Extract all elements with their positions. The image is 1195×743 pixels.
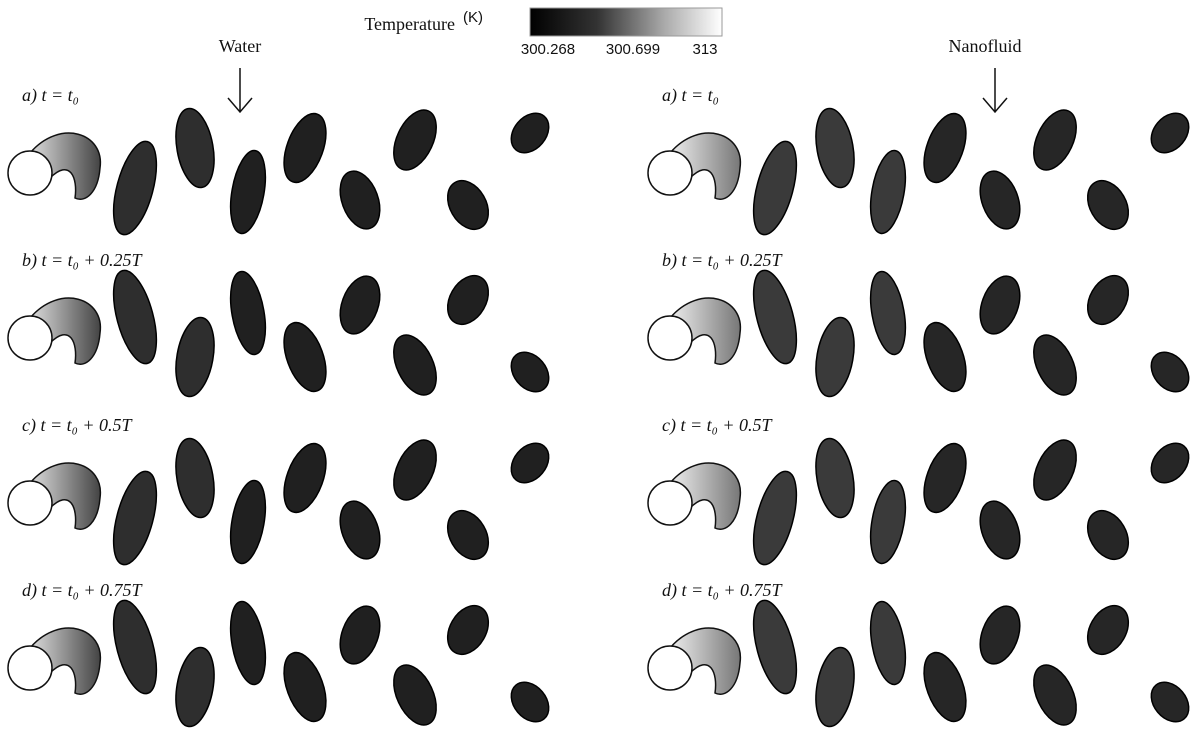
vortex <box>170 314 219 399</box>
vortex <box>439 598 496 661</box>
vortex <box>810 644 859 729</box>
vortex <box>973 166 1027 235</box>
vortex <box>105 467 165 569</box>
vortex <box>810 105 859 190</box>
cylinder-vortex <box>8 316 52 360</box>
cylinder-vortex <box>648 316 692 360</box>
panel-label: d) t = t₀ + 0.75T <box>22 580 144 601</box>
vortex <box>170 435 219 520</box>
vortex <box>1144 106 1195 160</box>
vortex <box>1025 103 1085 176</box>
colorbar-tick: 300.699 <box>606 41 660 58</box>
vortex <box>105 137 165 239</box>
vortex <box>810 314 859 399</box>
vortex <box>225 269 271 357</box>
panel-label: a) t = t₀ <box>662 85 719 106</box>
panel-label: a) t = t₀ <box>22 85 79 106</box>
cylinder-vortex <box>648 646 692 690</box>
vortex <box>973 601 1027 670</box>
vortex <box>916 108 974 188</box>
vortex <box>1079 598 1136 661</box>
vortex <box>333 166 387 235</box>
colorbar-tick: 300.268 <box>521 41 575 58</box>
vortex <box>1079 503 1136 566</box>
vortex <box>1025 658 1085 731</box>
vortex <box>170 644 219 729</box>
vortex <box>916 647 974 727</box>
vortex <box>225 478 271 566</box>
vortex <box>1025 433 1085 506</box>
vortex <box>385 103 445 176</box>
vortex <box>504 675 557 729</box>
vortex <box>1144 436 1195 490</box>
vortex <box>333 601 387 670</box>
vortex <box>276 647 334 727</box>
vortex <box>865 478 911 566</box>
column-label: Nanofluid <box>949 36 1022 56</box>
arrow <box>228 68 252 112</box>
vortex <box>333 496 387 565</box>
vortex <box>745 137 805 239</box>
vortex <box>973 271 1027 340</box>
panel-label: c) t = t₀ + 0.5T <box>662 415 774 436</box>
vortex <box>973 496 1027 565</box>
vortex <box>385 328 445 401</box>
vortex <box>105 596 165 698</box>
arrow <box>983 68 1007 112</box>
vortex <box>504 345 557 399</box>
vortex <box>1144 675 1195 729</box>
column-label: Water <box>219 36 262 56</box>
vortex <box>865 599 911 687</box>
vortex <box>504 106 557 160</box>
vortex <box>504 436 557 490</box>
vortex <box>1144 345 1195 399</box>
vortex <box>170 105 219 190</box>
colorbar-unit: (K) <box>463 9 483 26</box>
vortex <box>385 658 445 731</box>
vortex <box>1079 173 1136 236</box>
vortex <box>439 268 496 331</box>
vortex <box>745 266 805 368</box>
cylinder-vortex <box>8 646 52 690</box>
panel-label: d) t = t₀ + 0.75T <box>662 580 784 601</box>
colorbar-tick: 313 <box>692 41 717 58</box>
vortex <box>225 148 271 236</box>
vortex <box>865 148 911 236</box>
vortex <box>385 433 445 506</box>
vortex <box>1025 328 1085 401</box>
vortex <box>105 266 165 368</box>
panel-label: b) t = t₀ + 0.25T <box>22 250 144 271</box>
vortex <box>439 503 496 566</box>
vortex <box>1079 268 1136 331</box>
vortex <box>333 271 387 340</box>
panel-label: c) t = t₀ + 0.5T <box>22 415 134 436</box>
figure: Temperature (K) 300.268 300.699 313 Wate… <box>0 0 1195 743</box>
vortex <box>745 596 805 698</box>
cylinder-vortex <box>8 151 52 195</box>
vortex <box>439 173 496 236</box>
colorbar-title: Temperature <box>364 14 455 34</box>
cylinder-vortex <box>8 481 52 525</box>
vortex <box>276 108 334 188</box>
cylinder-vortex <box>648 481 692 525</box>
vortex <box>865 269 911 357</box>
vortex <box>276 317 334 397</box>
vortex <box>276 438 334 518</box>
vortex <box>916 438 974 518</box>
vortex <box>916 317 974 397</box>
cylinder-vortex <box>648 151 692 195</box>
vortex <box>745 467 805 569</box>
colorbar <box>530 8 722 36</box>
vortex <box>810 435 859 520</box>
vortex <box>225 599 271 687</box>
panel-label: b) t = t₀ + 0.25T <box>662 250 784 271</box>
